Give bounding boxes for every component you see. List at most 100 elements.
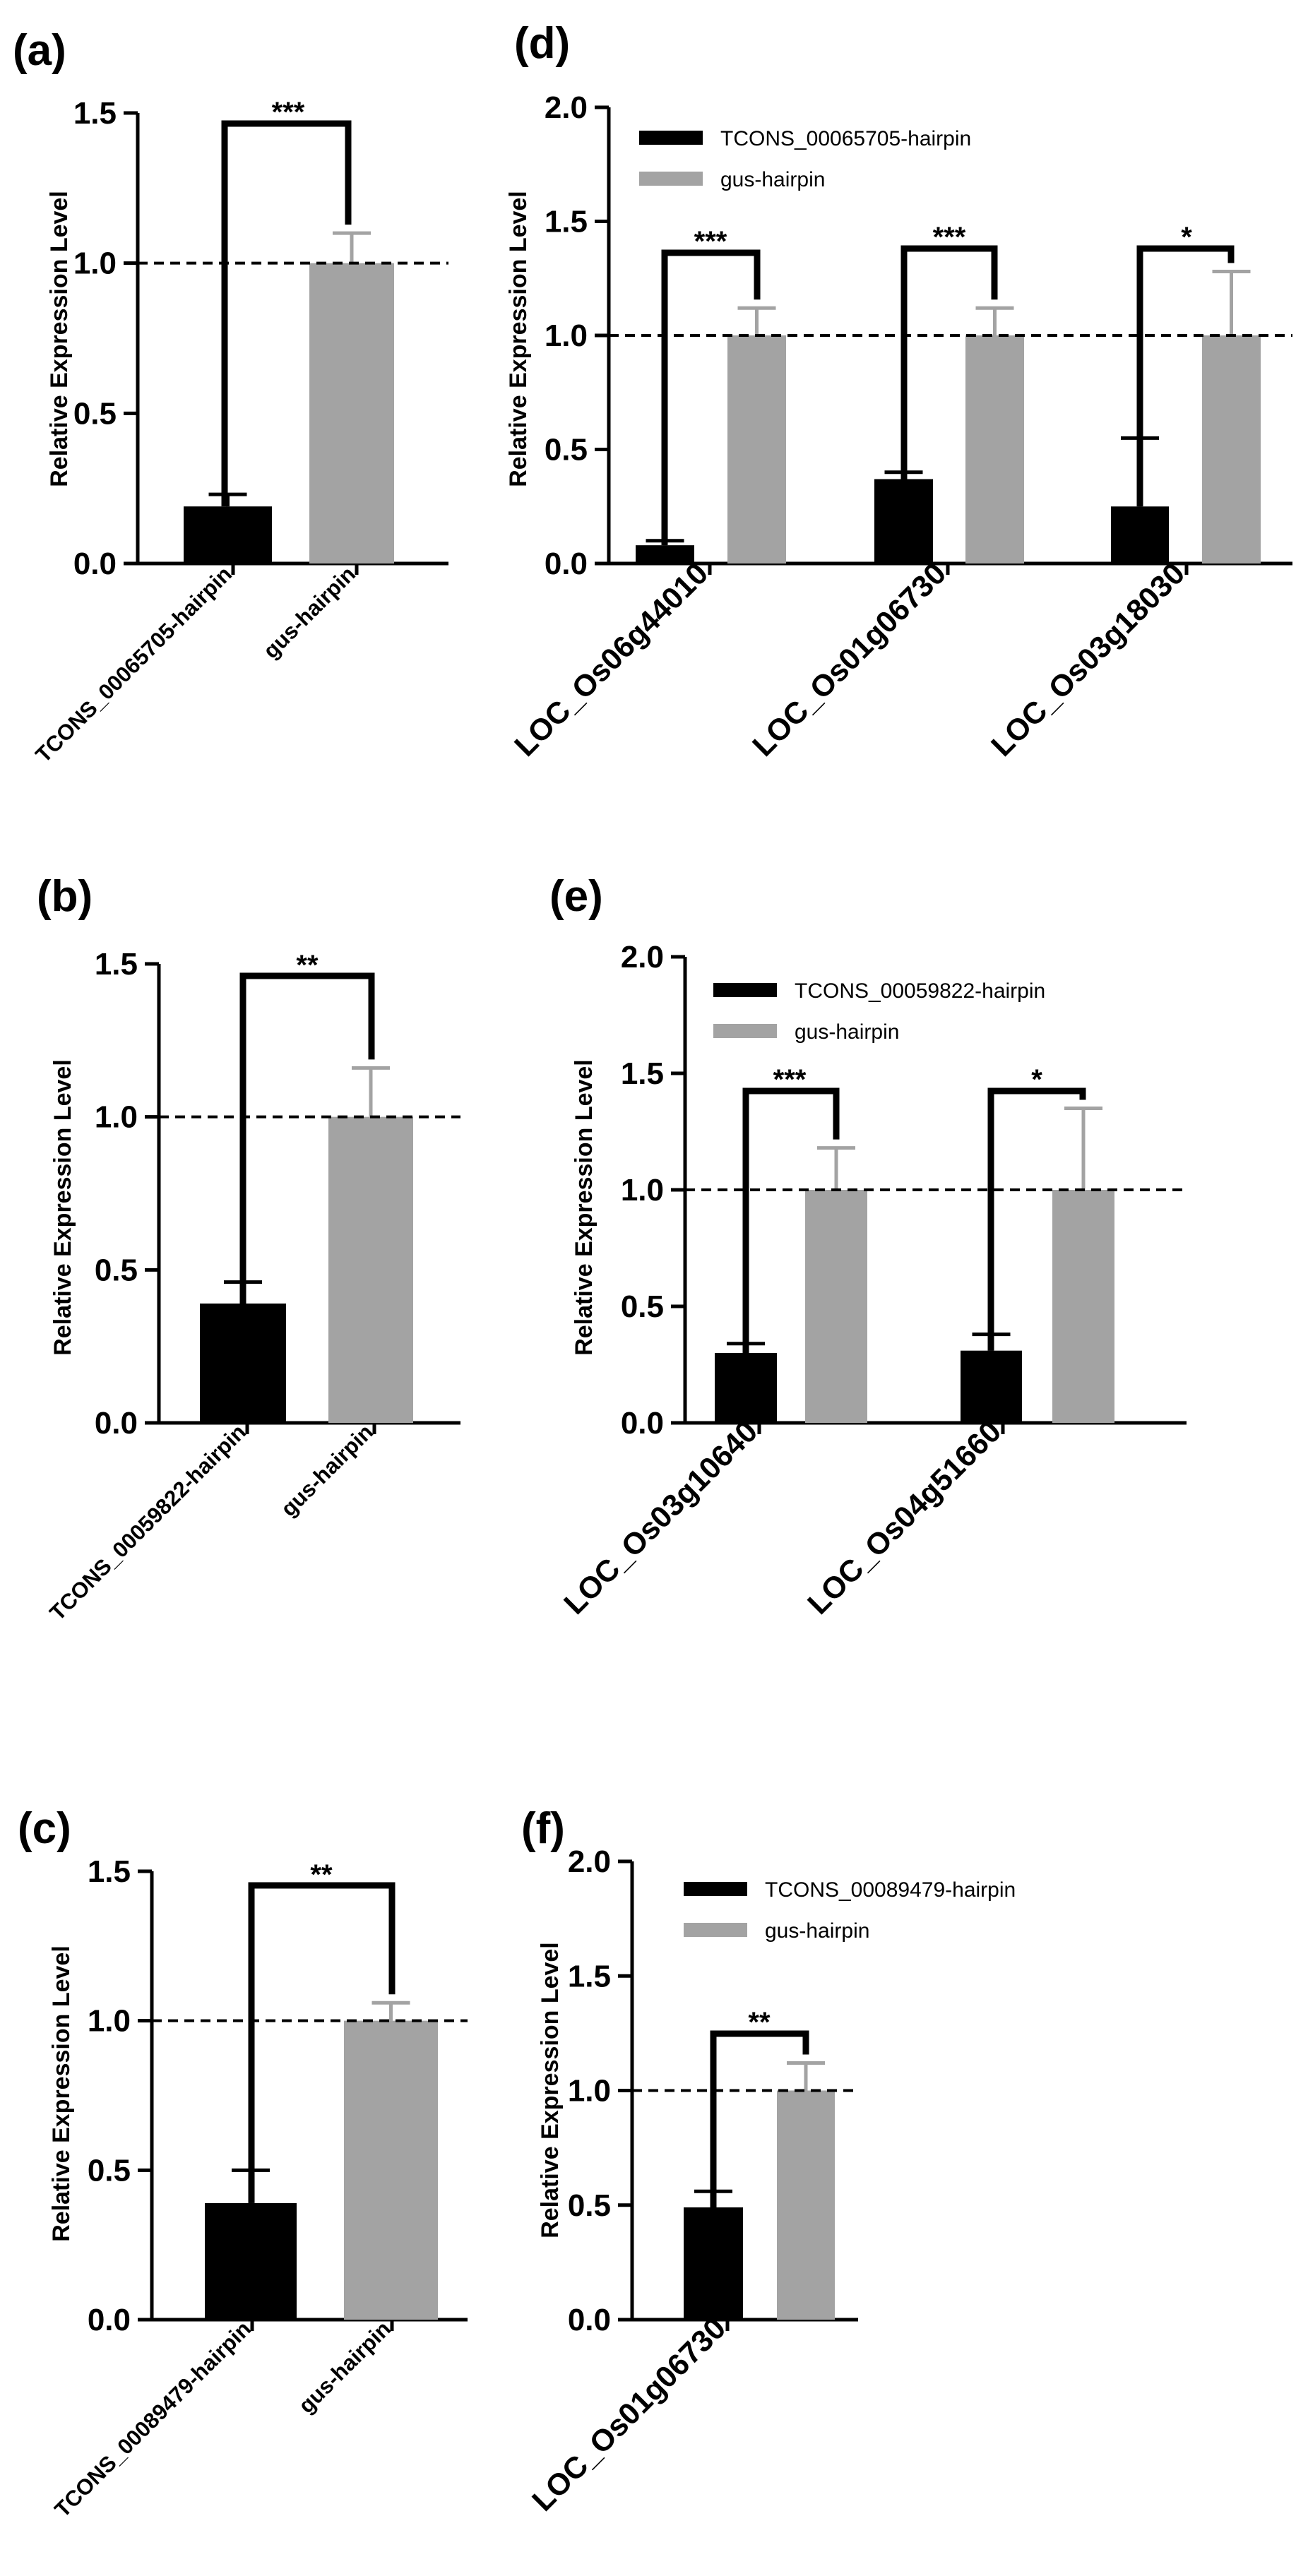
bar [200, 1304, 286, 1423]
y-tick-label: 1.5 [95, 947, 138, 982]
legend-label: gus-hairpin [765, 1919, 869, 1943]
y-tick-label: 0.0 [88, 2303, 131, 2337]
y-tick-label: 2.0 [621, 940, 664, 974]
x-category-label: gus-hairpin [276, 1419, 378, 1521]
significance-bracket [987, 1087, 1086, 1351]
y-axis-label: Relative Expression Level [505, 191, 532, 487]
y-axis-label: Relative Expression Level [571, 1059, 597, 1356]
significance-bracket [710, 2030, 809, 2207]
panel-letter: (f) [521, 1804, 565, 1853]
y-tick-label: 1.5 [545, 205, 588, 239]
panel-letter: (d) [514, 19, 570, 68]
chart-panel-1: (b) Relative Expression Level 0.0 0.5 1.0 1.5… [37, 872, 460, 1626]
significance-bracket [1136, 245, 1235, 507]
x-category-label: LOC_Os03g18030 [985, 556, 1192, 763]
y-tick-label: 0.5 [568, 2188, 611, 2223]
significance-label: * [1031, 1064, 1042, 1095]
y-tick-label: 0.5 [73, 396, 117, 431]
y-tick-label: 0.0 [568, 2303, 611, 2337]
legend-label: gus-hairpin [795, 1020, 899, 1044]
significance-bracket [742, 1087, 840, 1353]
chart-panel-3: (d) Relative Expression Level 0.0 0.5 1.0 1.5… [505, 19, 1292, 763]
x-category-label: LOC_Os03g10640 [558, 1414, 765, 1621]
x-category-label: gus-hairpin [294, 2316, 396, 2418]
legend-swatch [713, 1024, 777, 1038]
bar [1202, 335, 1261, 564]
legend-swatch [684, 1923, 747, 1937]
legend-swatch [684, 1882, 747, 1896]
significance-label: *** [694, 226, 727, 257]
x-category-label: TCONS_00065705-hairpin [30, 561, 237, 768]
y-tick-label: 2.0 [568, 1844, 611, 1879]
bar [715, 1353, 777, 1423]
significance-label: ** [296, 950, 319, 981]
y-axis-label: Relative Expression Level [49, 1059, 76, 1356]
significance-bracket [248, 1882, 396, 2203]
x-category-label: LOC_Os01g06730 [747, 556, 953, 763]
bar [684, 2207, 743, 2320]
chart-panel-2: (c) Relative Expression Level 0.0 0.5 1.0 1.5… [18, 1804, 468, 2522]
y-tick-label: 1.5 [73, 96, 117, 131]
bar [184, 506, 272, 564]
bar [777, 2090, 835, 2320]
bar [805, 1190, 867, 1423]
significance-label: *** [272, 97, 305, 128]
y-tick-label: 2.0 [545, 90, 588, 125]
significance-label: ** [748, 2007, 771, 2038]
y-tick-label: 0.5 [621, 1289, 664, 1324]
panel-letter: (e) [549, 872, 603, 921]
legend-swatch [713, 983, 777, 997]
y-tick-label: 0.5 [95, 1253, 138, 1287]
x-category-label: TCONS_00089479-hairpin [49, 2316, 256, 2522]
bar [328, 1116, 413, 1423]
y-tick-label: 1.0 [95, 1100, 138, 1135]
x-category-label: TCONS_00059822-hairpin [44, 1419, 251, 1626]
bar [344, 2020, 438, 2320]
chart-panel-5: (f) Relative Expression Level 0.0 0.5 1.0 1.5… [521, 1804, 1016, 2518]
legend-label: TCONS_00059822-hairpin [795, 979, 1045, 1003]
significance-label: *** [933, 222, 966, 253]
y-tick-label: 1.0 [88, 2004, 131, 2039]
y-tick-label: 0.0 [545, 547, 588, 581]
significance-bracket [239, 972, 375, 1304]
bar [309, 263, 394, 564]
y-axis-label: Relative Expression Level [48, 1945, 75, 2242]
y-tick-label: 0.0 [621, 1406, 664, 1441]
bar [205, 2202, 297, 2320]
legend-swatch [639, 172, 703, 186]
bar [874, 479, 933, 564]
panel-letter: (a) [13, 26, 66, 75]
significance-label: *** [773, 1064, 807, 1095]
y-tick-label: 0.5 [545, 433, 588, 467]
y-tick-label: 0.5 [88, 2153, 131, 2188]
y-axis-label: Relative Expression Level [537, 1942, 564, 2238]
x-category-label: LOC_Os04g51660 [802, 1414, 1009, 1621]
y-tick-label: 1.0 [621, 1173, 664, 1208]
bar [961, 1350, 1022, 1423]
bar [636, 545, 694, 564]
legend-label: gus-hairpin [720, 168, 825, 191]
significance-bracket [900, 245, 998, 479]
legend-label: TCONS_00089479-hairpin [765, 1878, 1016, 1902]
significance-bracket [221, 120, 352, 507]
significance-label: ** [310, 1859, 333, 1890]
significance-bracket [661, 249, 761, 546]
y-tick-label: 1.5 [88, 1854, 131, 1889]
bar [1052, 1190, 1114, 1423]
bar [1111, 506, 1169, 564]
x-category-label: LOC_Os01g06730 [526, 2311, 733, 2518]
y-tick-label: 1.0 [73, 246, 117, 281]
x-category-label: LOC_Os06g44010 [509, 556, 715, 763]
chart-panel-0: (a) Relative Expression Level 0.0 0.5 1.0 1.5… [13, 26, 448, 768]
y-tick-label: 0.0 [95, 1406, 138, 1441]
legend-swatch [639, 131, 703, 145]
panel-letter: (c) [18, 1804, 71, 1853]
bar [965, 335, 1024, 564]
y-tick-label: 0.0 [73, 547, 117, 581]
y-tick-label: 1.5 [568, 1959, 611, 1993]
x-category-label: gus-hairpin [258, 561, 360, 663]
y-axis-label: Relative Expression Level [46, 191, 73, 487]
bar [727, 335, 786, 564]
